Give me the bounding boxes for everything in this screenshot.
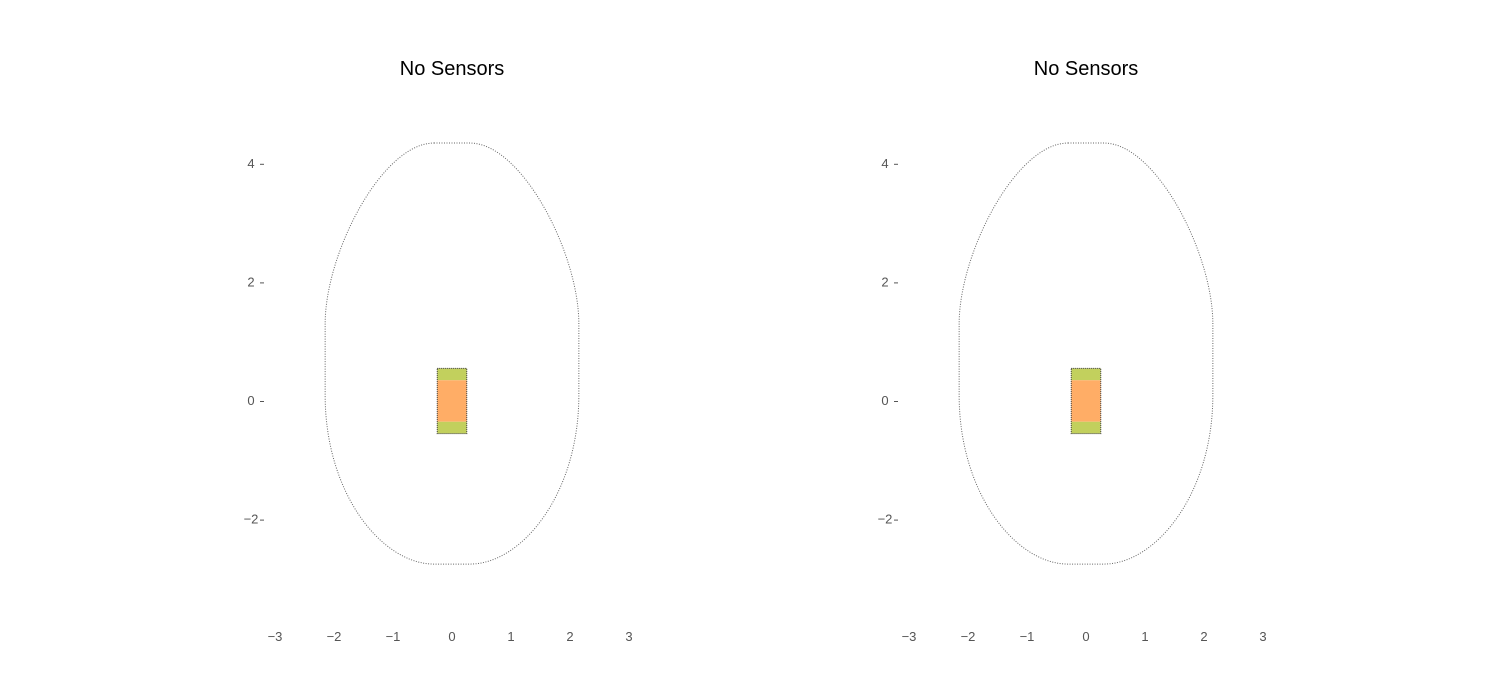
boundary-outline [324, 142, 580, 565]
chart-title: No Sensors [399, 58, 505, 80]
vehicle-end-zone [1071, 421, 1101, 434]
x-tick-label: −3 [268, 629, 283, 644]
plot-area-left: 4 2 0 −2 −3 −2 −1 0 1 2 3 [244, 142, 633, 644]
vehicle-body [437, 380, 467, 422]
x-tick-label: 0 [448, 629, 455, 644]
y-tick-label: 4 [247, 156, 254, 171]
x-tick-label: 2 [1200, 629, 1207, 644]
plot-area-right: 4 2 0 −2 −3 −2 −1 0 1 2 3 [878, 142, 1267, 644]
vehicle-end-zone [1071, 368, 1101, 381]
x-tick-label: 1 [1141, 629, 1148, 644]
y-tick-label: 0 [881, 393, 888, 408]
x-tick-label: 2 [566, 629, 573, 644]
x-tick-label: −3 [902, 629, 917, 644]
vehicle-body [1071, 380, 1101, 422]
x-tick-label: 0 [1082, 629, 1089, 644]
x-tick-label: 3 [625, 629, 632, 644]
x-tick-label: 1 [507, 629, 514, 644]
boundary-outline [958, 142, 1214, 565]
vehicle-outline [1070, 367, 1102, 435]
x-tick-label: −1 [1020, 629, 1035, 644]
x-tick-label: −2 [327, 629, 342, 644]
x-tick-label: −1 [386, 629, 401, 644]
vehicle-end-zone [437, 368, 467, 381]
chart-panel-left: No Sensors 4 2 0 −2 −3 −2 −1 0 1 2 3 [244, 58, 633, 644]
y-tick-label: 0 [247, 393, 254, 408]
chart-panel-right: No Sensors 4 2 0 −2 −3 −2 −1 0 1 2 3 [634, 0, 1384, 700]
vehicle-outline [436, 367, 468, 435]
y-tick-label: 2 [247, 274, 254, 289]
y-tick-label: −2 [878, 512, 893, 527]
x-tick-label: 3 [1259, 629, 1266, 644]
x-tick-label: −2 [961, 629, 976, 644]
vehicle-end-zone [437, 421, 467, 434]
y-tick-label: 2 [881, 274, 888, 289]
y-tick-label: 4 [881, 156, 888, 171]
chart-title: No Sensors [1033, 58, 1139, 80]
y-tick-label: −2 [244, 512, 259, 527]
